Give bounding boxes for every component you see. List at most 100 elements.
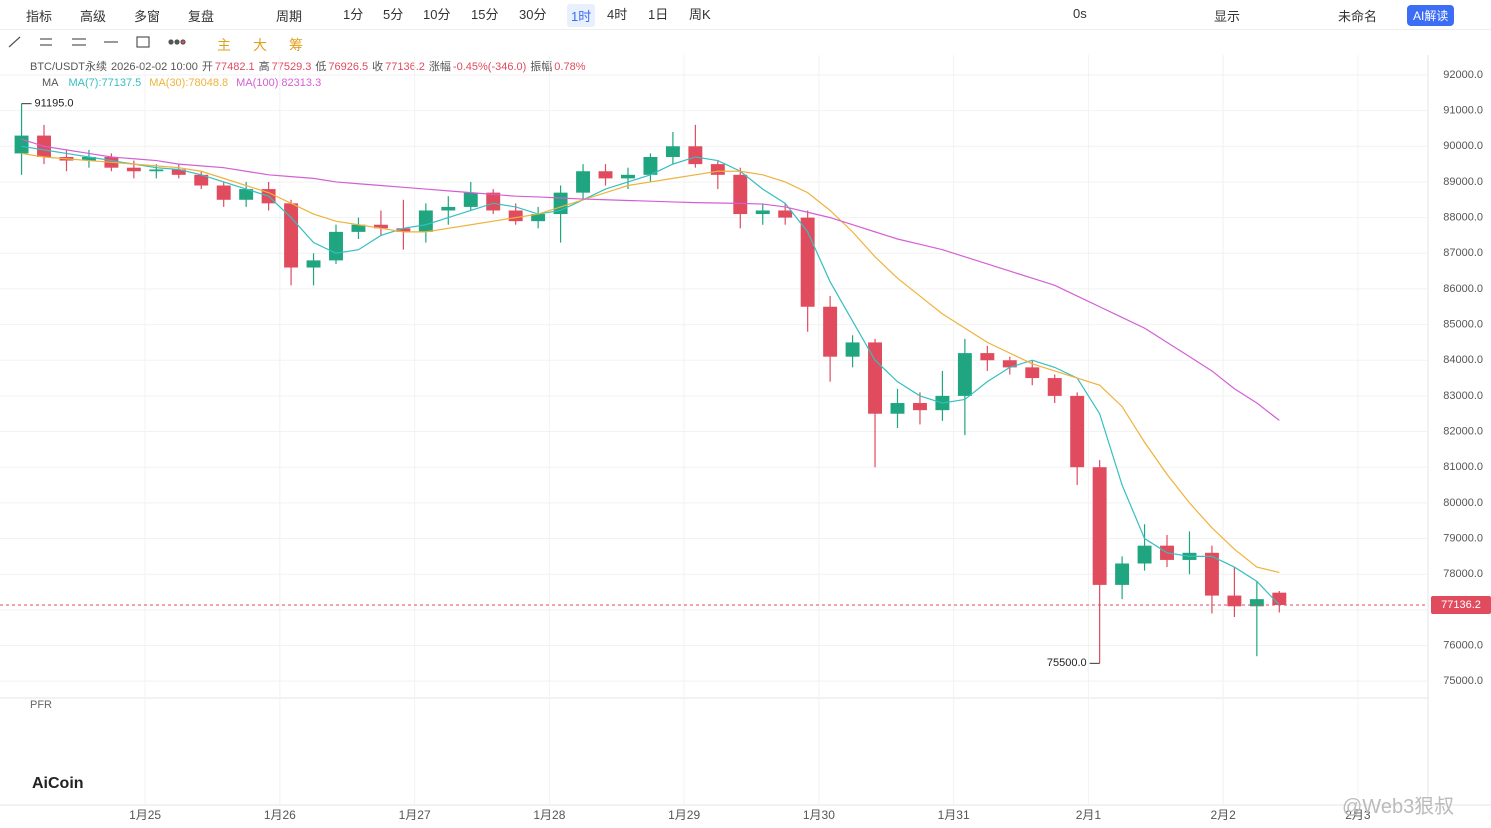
x-tick-label: 1月30 (803, 808, 835, 822)
candle-body (688, 146, 703, 165)
legend-ohlc: BTC/USDT永续 2026-02-02 10:00 开 77482.1 高 77529… (30, 58, 590, 74)
candle-body (418, 210, 433, 232)
indicator-button[interactable]: 大 (253, 37, 267, 53)
candle-body (104, 156, 119, 168)
ma-line (21, 145, 1280, 606)
legend-ma: MA MA(7)77137.5 MA(30)78048.8 MA(100)82313.… (30, 77, 329, 89)
candle-body (373, 224, 388, 229)
toolbar-button[interactable]: 高级 (80, 9, 107, 24)
interval-button[interactable]: 5分 (383, 7, 404, 22)
x-tick-label: 2月2 (1210, 808, 1236, 822)
period-menu[interactable]: 周期 (276, 9, 303, 24)
candle-body (59, 156, 74, 161)
candle-body (171, 169, 186, 175)
last-price-box (1431, 595, 1491, 614)
ohlc-value: 77482.1 (214, 61, 255, 73)
candle-body (957, 353, 972, 396)
candle-body (935, 395, 950, 411)
candle-body (576, 171, 591, 193)
interval-button[interactable]: 1日 (648, 7, 669, 22)
candle-body (1204, 552, 1219, 596)
y-tick-label: 91000.0 (1443, 105, 1483, 117)
y-tick-label: 80000.0 (1443, 497, 1483, 509)
amplitude-label: 振幅 (530, 61, 553, 73)
change-value: -0.45%(-346.0) (452, 61, 527, 73)
y-tick-label: 76000.0 (1443, 639, 1483, 651)
toolbar-button[interactable]: 指标 (26, 9, 53, 24)
y-tick-label: 81000.0 (1443, 461, 1483, 473)
legend-value: 77137.5 (101, 77, 142, 89)
x-tick-label: 1月26 (264, 808, 296, 822)
y-tick-label: 83000.0 (1443, 390, 1483, 402)
last-price-label: 77136.2 (1441, 599, 1481, 611)
top-toolbar: 指标 高级 多窗 复盘 周期 1分 5分 10分 15分 30分 1时 4时 1日 周K 0s 显示 未命名 AI… (0, 0, 1491, 30)
y-tick-label: 77000.0 (1443, 604, 1483, 616)
ohlc-value: 77136.2 (385, 61, 425, 73)
candle-body (1047, 378, 1062, 396)
interval-button[interactable]: 15分 (471, 7, 499, 22)
candle-body (800, 217, 815, 307)
y-tick-label: 84000.0 (1443, 354, 1483, 366)
drawing-toolbar: 主大筹 (0, 30, 1491, 55)
candle-body (284, 203, 299, 268)
candle-body (643, 156, 658, 175)
interval-button[interactable]: 周K (689, 7, 711, 22)
watermark: @Web3狠叔 (1342, 796, 1455, 818)
y-tick-label: 87000.0 (1443, 247, 1483, 259)
ohlc-label: 收 (372, 61, 384, 73)
candle-body (396, 228, 411, 232)
candle-body (733, 174, 748, 215)
legend-sep (185, 77, 188, 89)
legend-entry: MA(30) (149, 77, 186, 89)
x-tick-label: 1月27 (399, 808, 431, 822)
candle-body (980, 353, 995, 361)
toolbar-button[interactable]: 复盘 (188, 9, 215, 24)
interval-button[interactable]: 4时 (607, 7, 628, 22)
y-tick-label: 89000.0 (1443, 176, 1483, 188)
candle-body (261, 189, 276, 204)
candle-body (755, 210, 770, 215)
toolbar-button[interactable]: 0s (1073, 6, 1087, 21)
y-tick-label: 82000.0 (1443, 425, 1483, 437)
y-tick-label: 88000.0 (1443, 212, 1483, 224)
candle-body (351, 224, 366, 232)
candle-body (1070, 395, 1085, 468)
candle-body (81, 156, 96, 161)
indicator-button[interactable]: 主 (217, 37, 231, 53)
candle-body (1137, 545, 1152, 564)
toolbar-button[interactable]: 多窗 (134, 9, 161, 24)
candle-body (598, 171, 613, 179)
ai-button[interactable]: AI解读 (1407, 5, 1455, 26)
y-tick-label: 79000.0 (1443, 532, 1483, 544)
tool-icons (8, 36, 186, 48)
annotation-label: 91195.0 (35, 98, 74, 110)
x-tick-label: 1月28 (533, 808, 565, 822)
toolbar-button[interactable]: 未命名 (1338, 9, 1378, 24)
candle-body (1115, 563, 1130, 585)
candle-body (665, 146, 680, 157)
interval-button[interactable]: 30分 (519, 7, 547, 22)
candle-body (508, 210, 523, 222)
indicator-name: MA (42, 77, 59, 89)
candle-body (1002, 360, 1017, 368)
candle-body (306, 260, 321, 268)
indicator-button[interactable]: 筹 (289, 37, 303, 53)
interval-button[interactable]: 1时 (567, 4, 596, 27)
legend-value: 82313.3 (281, 77, 322, 89)
toolbar-button[interactable]: 显示 (1214, 9, 1241, 24)
candle-body (486, 192, 501, 211)
candle-body (126, 167, 141, 172)
x-tick-label: 1月31 (938, 808, 970, 822)
y-tick-label: 78000.0 (1443, 568, 1483, 580)
interval-button[interactable]: 10分 (423, 7, 451, 22)
candle-body (1182, 552, 1197, 560)
y-tick-label: 75000.0 (1443, 675, 1483, 687)
y-tick-label: 86000.0 (1443, 283, 1483, 295)
amplitude-value: 0.78% (554, 61, 586, 73)
ohlc-label: 低 (315, 61, 327, 73)
candle-body (216, 185, 231, 200)
y-tick-label: 85000.0 (1443, 318, 1483, 330)
interval-button[interactable]: 1分 (343, 7, 364, 22)
